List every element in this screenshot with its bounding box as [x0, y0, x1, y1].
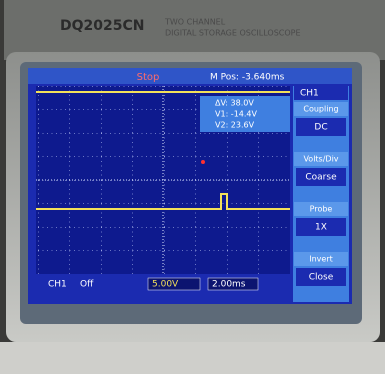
menu-value: DC — [314, 123, 327, 133]
menu-label: Probe — [310, 205, 333, 214]
desk — [0, 342, 385, 374]
oscilloscope-photo: DQ2025CN TWO CHANNEL DIGITAL STORAGE OSC… — [0, 0, 385, 374]
marker — [201, 160, 205, 164]
description: TWO CHANNEL — [164, 18, 226, 27]
state: Stop — [137, 72, 160, 83]
status-bar — [28, 68, 352, 84]
menu-value: 1X — [315, 223, 327, 233]
menu-value: Close — [309, 273, 334, 283]
model: DQ2025CN — [60, 18, 144, 34]
menu-label: Volts/Div — [303, 155, 338, 164]
channel: CH1 — [48, 280, 67, 290]
scale: 5.00V — [152, 280, 179, 290]
timebase: 2.00ms — [212, 280, 246, 290]
menu-label: Invert — [309, 255, 333, 264]
measurement: V1: -14.4V — [215, 110, 258, 119]
measurement: V2: 23.6V — [215, 121, 255, 130]
channel-state: Off — [80, 280, 94, 290]
page: {"device": {"model": "DQ2025CN", "descri… — [0, 0, 385, 374]
menu-title: CH1 — [300, 89, 319, 99]
menu-label: Coupling — [303, 105, 338, 114]
position: M Pos: -3.640ms — [210, 73, 285, 83]
menu-value: Coarse — [305, 173, 337, 183]
measurement: ΔV: 38.0V — [215, 99, 254, 108]
description: DIGITAL STORAGE OSCILLOSCOPE — [165, 29, 301, 38]
